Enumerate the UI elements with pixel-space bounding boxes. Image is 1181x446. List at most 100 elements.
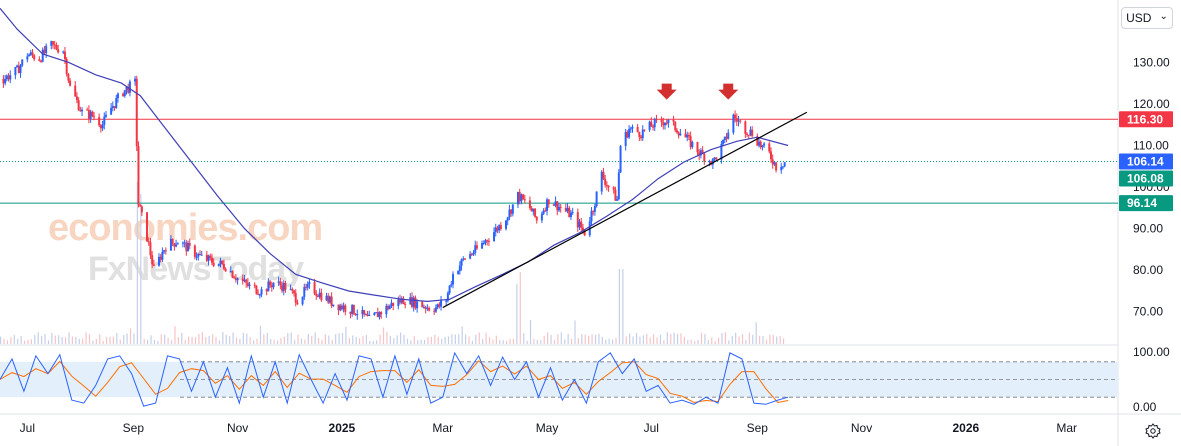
candle-body [171,239,174,244]
candle-body [222,263,225,269]
volume-bar [400,332,402,344]
candle-body [224,268,227,272]
candle-body [516,191,519,205]
volume-bar [61,336,63,344]
currency-selector[interactable]: USD ⌄ [1121,7,1173,29]
volume-bar [6,340,9,344]
candle-body [602,171,605,179]
candle-body [176,243,179,245]
candle-body [475,245,478,249]
candle-body [732,114,735,133]
candle-body [28,54,31,57]
time-tick-label: 2026 [953,421,980,435]
candle-body [122,93,125,97]
price-tag-106.08: 106.08 [1127,172,1164,186]
candle-body [388,305,391,310]
candle-body [284,282,287,290]
stochastic-d-line [0,360,789,404]
volume-bar [20,335,22,344]
candle-body [195,256,198,258]
candle-body [450,284,453,286]
volume-bar [516,284,518,344]
volume-bar [133,333,135,344]
candle-body [708,161,711,163]
candle-body [494,227,497,233]
candle-body [41,49,44,62]
candle-body [628,129,631,138]
candle-body [421,301,424,308]
candle-body [711,159,714,165]
volume-bar [335,334,337,344]
candle-body [631,126,634,129]
candle-body [689,136,692,148]
candle-body [511,204,514,214]
volume-bar [475,334,477,344]
candle-body [157,256,160,266]
candle-body [520,194,523,202]
price-tick-label: 130.00 [1133,55,1170,69]
candle-body [696,142,699,153]
stochastic-k-line [0,351,789,407]
candle-body [648,121,651,130]
candle-body [426,307,429,309]
candle-body [612,187,615,190]
candle-body [399,299,402,303]
candle-body [768,143,771,152]
candle-body [710,161,713,165]
volume-bar [68,332,70,344]
volume-bar [362,335,364,344]
candle-body [45,45,48,54]
candle-body [675,130,678,133]
volume-bar [324,334,327,344]
candle-body [169,239,172,251]
candle-body [486,240,489,242]
candle-body [650,121,653,127]
candle-body [771,159,774,165]
candle-body [306,283,309,288]
candle-body [74,85,77,97]
volume-bar [23,340,26,344]
volume-bar [396,335,398,344]
candle-body [373,312,376,315]
volume-bar [54,335,56,344]
volume-bar [379,334,381,344]
candle-body [146,212,149,242]
candle-body [332,304,335,306]
candle-body [590,211,593,222]
candle-body [482,242,485,244]
candle-body [566,207,569,212]
candle-body [564,207,567,212]
candle-body [110,107,113,115]
candle-body [188,243,191,246]
candle-body [205,254,208,261]
candle-body [103,116,106,125]
volume-bar [283,336,285,344]
candle-body [530,207,533,212]
candle-body [523,199,526,201]
volume-bar [506,340,508,344]
candle-body [209,255,212,258]
volume-bar [738,336,740,344]
candle-body [739,120,742,122]
candle-body [684,133,687,138]
volume-bar [263,334,265,344]
candle-body [152,264,155,266]
volume-bar [345,326,347,344]
volume-bar [434,334,436,344]
candle-body [727,132,730,139]
volume-bar [174,326,176,344]
volume-bar [157,340,159,344]
volume-bar [670,333,672,344]
volume-bar [478,332,480,344]
candle-body [217,263,220,266]
candle-body [783,162,786,167]
candle-body [460,259,463,266]
volume-bar [229,336,231,344]
settings-button[interactable] [1143,421,1163,441]
volume-bar [3,338,5,344]
volume-bar [649,337,651,344]
candle-body [568,207,571,218]
volume-bar [519,272,521,344]
volume-bar [454,334,456,344]
